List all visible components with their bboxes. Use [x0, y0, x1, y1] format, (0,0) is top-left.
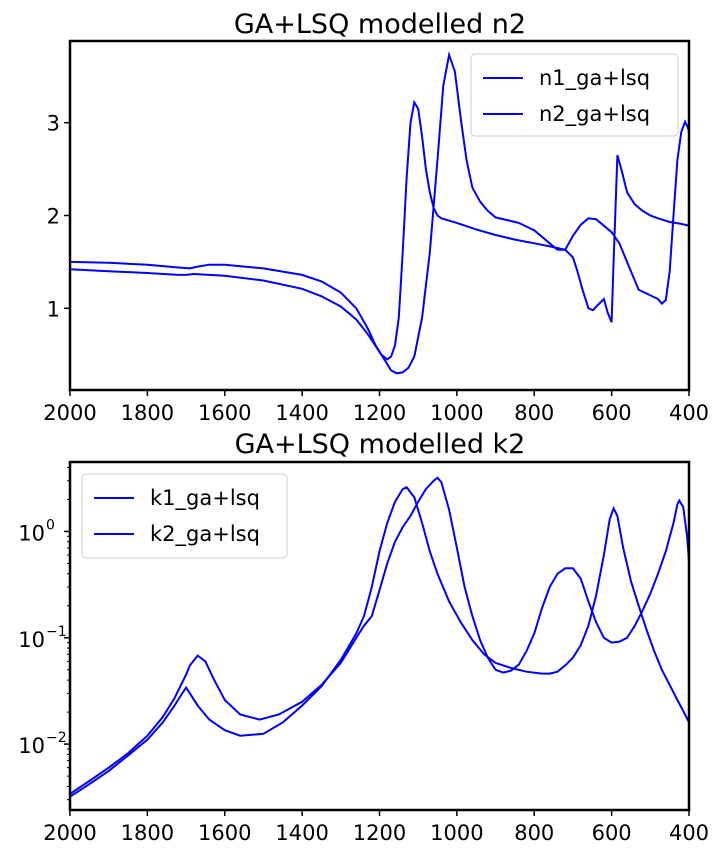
plot-area — [70, 476, 689, 798]
x-axis: 2000 1800 1600 1400 1200 1000 800 600 400 — [43, 810, 709, 845]
chart-title: GA+LSQ modelled k2 — [235, 429, 526, 460]
x-tick-label: 400 — [669, 821, 709, 845]
x-tick-label: 1800 — [121, 821, 174, 845]
legend-label: n1_ga+lsq — [539, 66, 650, 91]
x-tick-label: 1600 — [198, 821, 251, 845]
legend-label: k1_ga+lsq — [150, 486, 260, 511]
x-tick-label: 800 — [514, 401, 554, 425]
plot-frame — [68, 460, 691, 812]
y-tick-base: 10 — [18, 628, 45, 652]
y-tick-label: 10 −1 — [18, 624, 66, 652]
legend-item-n1-ga-lsq: n1_ga+lsq — [483, 66, 650, 91]
x-tick-label: 600 — [592, 821, 632, 845]
y-axis: 1 2 3 — [47, 112, 70, 321]
series-line-n2-ga-lsq — [70, 51, 689, 375]
x-tick-label: 1800 — [121, 401, 174, 425]
legend: n1_ga+lsq n2_ga+lsq — [470, 53, 679, 137]
y-tick-label: 2 — [47, 205, 60, 229]
x-tick-label: 1400 — [275, 401, 328, 425]
y-tick-label: 10 −2 — [18, 730, 66, 758]
x-tick-label: 2000 — [43, 821, 96, 845]
x-tick-label: 1000 — [430, 821, 483, 845]
y-tick-label: 1 — [47, 297, 60, 321]
x-tick-label: 2000 — [43, 401, 96, 425]
series-line-k1-ga-lsq — [70, 486, 689, 798]
legend-box — [470, 53, 679, 137]
chart-title: GA+LSQ modelled n2 — [234, 9, 526, 40]
y-tick-exponent: 0 — [46, 517, 55, 533]
y-tick-label: 10 0 — [18, 517, 55, 545]
x-tick-label: 1600 — [198, 401, 251, 425]
y-tick-label: 3 — [47, 112, 60, 136]
legend-item-k1-ga-lsq: k1_ga+lsq — [94, 486, 260, 511]
x-tick-label: 1200 — [353, 401, 406, 425]
x-tick-label: 400 — [669, 401, 709, 425]
y-tick-base: 10 — [18, 521, 45, 545]
chart-n2: GA+LSQ modelled n2 1 2 3 2000 1800 1600 1400 1… — [43, 9, 709, 425]
series-line-n1-ga-lsq — [70, 99, 689, 361]
y-tick-base: 10 — [18, 734, 45, 758]
x-tick-label: 800 — [514, 821, 554, 845]
legend-item-n2-ga-lsq: n2_ga+lsq — [483, 102, 650, 127]
legend: k1_ga+lsq k2_ga+lsq — [81, 473, 288, 559]
y-tick-exponent: −2 — [46, 730, 67, 746]
plot-area — [70, 51, 689, 375]
x-tick-label: 1400 — [275, 821, 328, 845]
plot-frame — [68, 39, 691, 392]
x-axis: 2000 1800 1600 1400 1200 1000 800 600 400 — [43, 390, 709, 425]
series-line-k2-ga-lsq — [70, 476, 689, 795]
legend-item-k2-ga-lsq: k2_ga+lsq — [94, 522, 260, 547]
legend-label: k2_ga+lsq — [150, 522, 260, 547]
legend-label: n2_ga+lsq — [539, 102, 650, 127]
legend-box — [81, 473, 288, 559]
x-tick-label: 1200 — [353, 821, 406, 845]
x-tick-label: 1000 — [430, 401, 483, 425]
y-tick-exponent: −1 — [46, 624, 67, 640]
x-tick-label: 600 — [592, 401, 632, 425]
